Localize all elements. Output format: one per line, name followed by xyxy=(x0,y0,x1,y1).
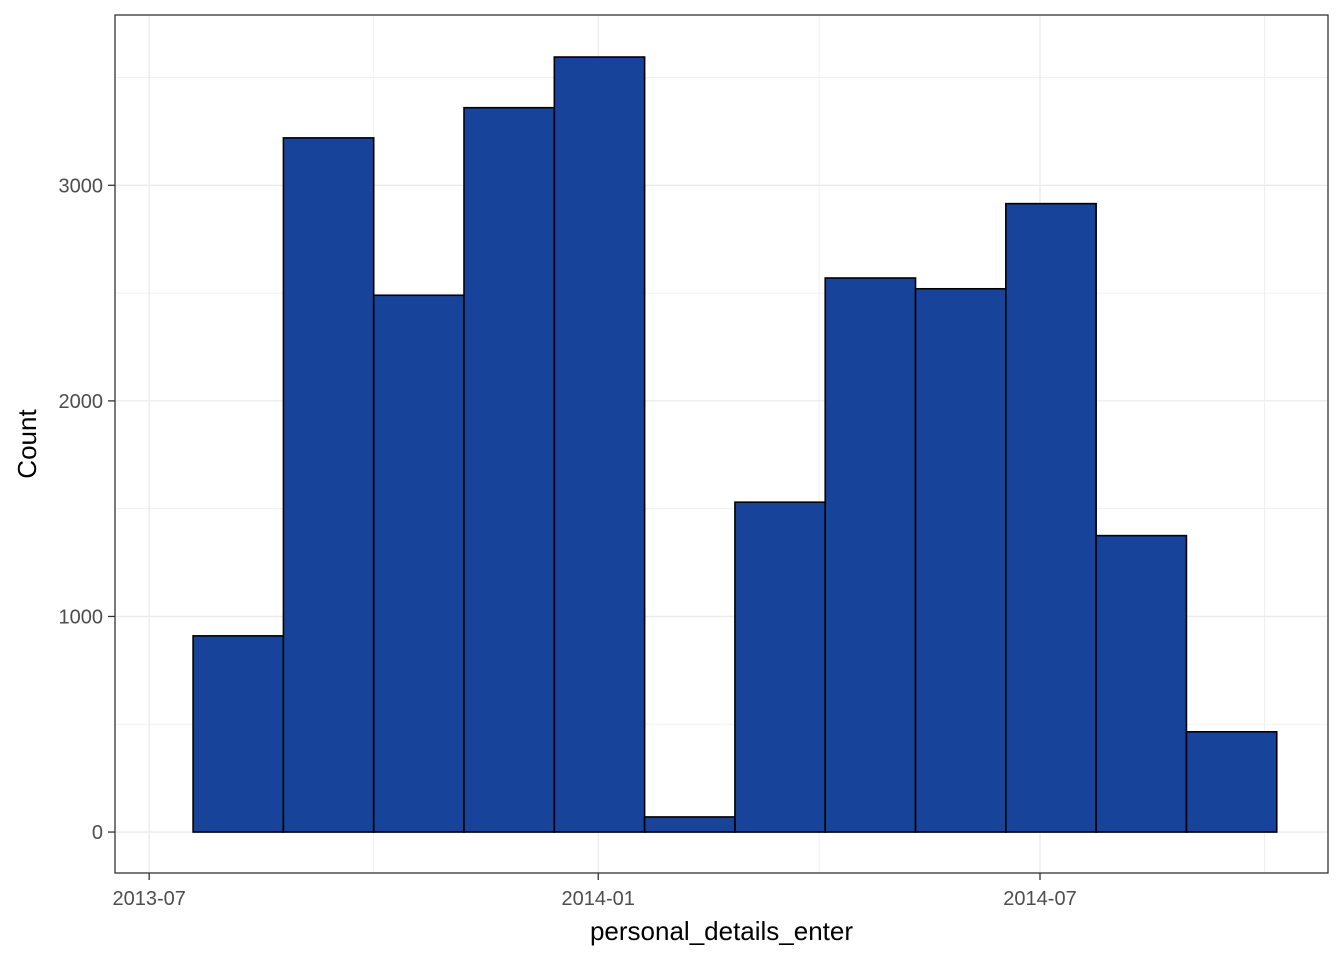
x-tick-label: 2013-07 xyxy=(112,888,185,910)
histogram-bar-6 xyxy=(643,816,736,833)
histogram-bar-7 xyxy=(734,501,827,833)
y-tick-label: 1000 xyxy=(59,606,104,628)
histogram-bar-5 xyxy=(553,56,646,833)
histogram-bar-11 xyxy=(1095,534,1188,833)
x-tick-label: 2014-07 xyxy=(1003,888,1076,910)
histogram-bar-4 xyxy=(463,106,556,833)
histogram-bar-3 xyxy=(372,294,465,833)
histogram-bar-9 xyxy=(914,287,1007,833)
histogram-bar-10 xyxy=(1005,202,1097,833)
panel-border xyxy=(114,14,1329,874)
y-tick-label: 2000 xyxy=(59,391,104,413)
x-axis: 2013-07 2014-01 2014-07 xyxy=(112,873,1077,910)
x-tick-label: 2014-01 xyxy=(562,888,635,910)
histogram-bar-2 xyxy=(282,137,375,833)
bars-layer xyxy=(192,56,1278,833)
histogram-bar-12 xyxy=(1185,730,1278,833)
x-axis-title: personal_details_enter xyxy=(590,916,853,946)
y-tick-label: 3000 xyxy=(59,175,104,197)
y-axis-title: Count xyxy=(12,409,42,479)
y-axis: 0 1000 2000 3000 xyxy=(59,175,115,844)
histogram-bar-8 xyxy=(824,277,917,833)
y-tick-label: 0 xyxy=(92,822,103,844)
histogram-bar-1 xyxy=(192,635,285,833)
